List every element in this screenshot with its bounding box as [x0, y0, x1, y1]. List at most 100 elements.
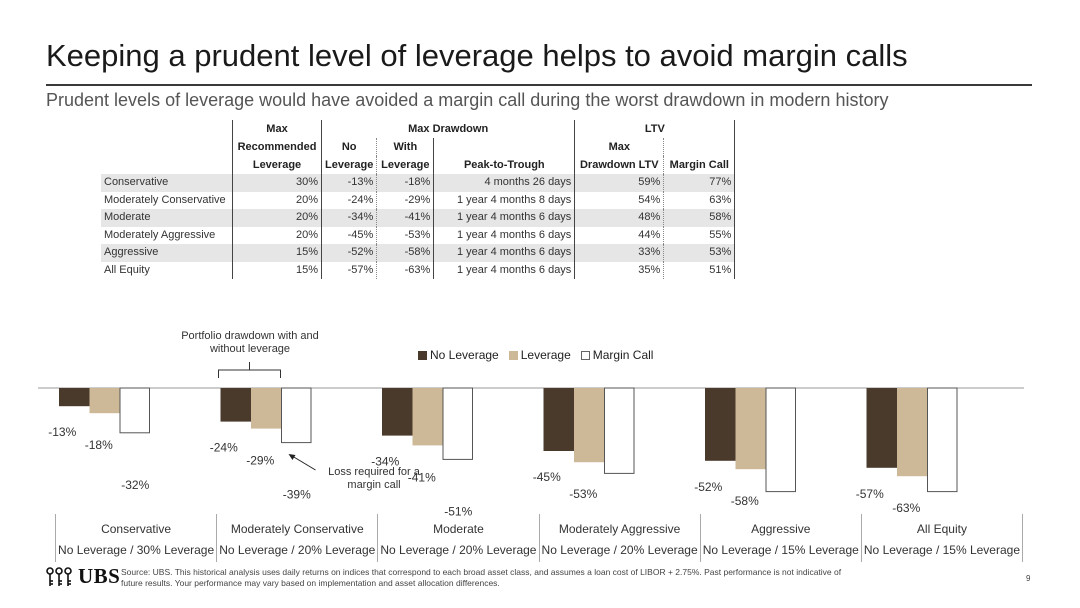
data-label: -29% — [246, 454, 274, 468]
bar-leverage — [412, 388, 443, 446]
bar-leverage — [735, 388, 766, 470]
table-cell: 20% — [232, 191, 322, 209]
category-column: Moderately Aggressive No Leverage / 20% … — [538, 514, 700, 562]
table-cell: -13% — [321, 174, 378, 192]
bar-leverage — [89, 388, 120, 414]
table-cell: 1 year 4 months 6 days — [433, 261, 576, 279]
category-column: Aggressive No Leverage / 15% Leverage — [699, 514, 861, 562]
table-cell: 55% — [663, 226, 736, 244]
category-name: Moderately Conservative — [230, 522, 364, 536]
data-label: -24% — [210, 441, 238, 455]
keys-icon — [46, 566, 72, 586]
data-label: -34% — [371, 455, 399, 469]
data-label: -13% — [48, 425, 76, 439]
table-cell: 1 year 4 months 6 days — [433, 244, 576, 262]
table-header-row-3: Leverage Leverage Leverage Peak-to-Troug… — [101, 156, 736, 174]
category-column: All Equity No Leverage / 15% Leverage — [860, 514, 1024, 562]
drawdown-bar-chart: -13% -18% -32% -24% -29% -39% -34% -41% -51% -45%… — [38, 362, 1024, 520]
data-label: -57% — [856, 487, 884, 501]
table-cell: -34% — [321, 209, 378, 227]
category-column: Moderately Conservative No Leverage / 20… — [216, 514, 377, 562]
arrow-head — [288, 454, 296, 460]
table-cell: All Equity — [104, 263, 150, 276]
table-cell: 30% — [232, 174, 322, 192]
page-subtitle: Prudent levels of leverage would have av… — [46, 90, 889, 110]
table-cell: 63% — [663, 191, 736, 209]
bar-margin-call — [281, 387, 312, 444]
data-label: -58% — [731, 494, 759, 508]
header-recommended: Recommended — [232, 138, 322, 156]
table-row: Moderately Conservative 20% -24% -29% 1 … — [101, 191, 736, 209]
data-label: -39% — [283, 488, 311, 502]
table-cell: -57% — [321, 261, 378, 279]
table-cell: 33% — [574, 244, 665, 262]
table-cell: 20% — [232, 226, 322, 244]
table-cell: Conservative — [101, 174, 233, 192]
column-header: Margin Call — [663, 156, 736, 174]
table-cell: -41% — [376, 209, 435, 227]
category-sublabel: No Leverage / 15% Leverage — [702, 543, 859, 557]
table-cell: 1 year 4 months 6 days — [433, 209, 576, 227]
legend-label: Margin Call — [592, 348, 654, 362]
leverage-table: Max Max Drawdown LTV Recommended No With… — [101, 120, 736, 279]
data-label: -53% — [569, 487, 597, 501]
source-line: Source: UBS. This historical analysis us… — [121, 567, 842, 577]
data-label: -18% — [85, 438, 113, 452]
data-label: -41% — [408, 470, 436, 484]
legend-label: No Leverage — [430, 348, 499, 362]
table-cell: -63% — [376, 261, 435, 279]
category-sublabel: No Leverage / 20% Leverage — [541, 543, 698, 557]
annotation-bracket — [218, 369, 281, 378]
table-cell: Moderately Aggressive — [104, 228, 216, 241]
bar-no-leverage — [382, 388, 413, 436]
table-cell: 54% — [574, 191, 665, 209]
table-cell: Moderate — [101, 209, 233, 227]
source-note: Source: UBS. This historical analysis us… — [121, 567, 981, 589]
header-max: Max — [232, 120, 322, 138]
logo-text: UBS — [78, 564, 121, 588]
legend-swatch-no-leverage — [418, 350, 427, 360]
bar-leverage — [251, 388, 282, 429]
category-name: All Equity — [916, 522, 967, 536]
table-row: Conservative 30% -13% -18% 4 months 26 d… — [101, 174, 736, 192]
table-cell: 59% — [574, 174, 665, 192]
category-sublabel: No Leverage / 30% Leverage — [58, 543, 215, 557]
legend-item-margin-call: Margin Call — [580, 348, 654, 362]
category-column: Moderate No Leverage / 20% Leverage — [377, 514, 538, 562]
table-cell: 77% — [663, 174, 736, 192]
table-row: All Equity 15% -57% -63% 1 year 4 months… — [101, 261, 736, 279]
bar-no-leverage — [543, 388, 574, 451]
category-name: Conservative — [101, 522, 172, 536]
legend-swatch-margin-call — [580, 350, 590, 360]
table-row: Moderate 20% -34% -41% 1 year 4 months 6… — [101, 209, 736, 227]
category-sublabel: No Leverage / 20% Leverage — [380, 543, 537, 557]
category-sublabel: No Leverage / 20% Leverage — [219, 543, 376, 557]
table-cell: -18% — [376, 174, 435, 192]
page-title: Keeping a prudent level of leverage help… — [46, 38, 908, 73]
column-header: Leverage — [376, 156, 435, 174]
data-label: -45% — [533, 470, 561, 484]
table-cell: Moderately Conservative — [104, 193, 226, 206]
table-cell: -58% — [376, 244, 435, 262]
column-header: Peak-to-Trough — [433, 156, 576, 174]
header-with: With — [376, 138, 435, 156]
table-cell: 58% — [663, 209, 736, 227]
portfolio-drawdown-annotation: Portfolio drawdown with and without leve… — [181, 330, 319, 355]
bar-margin-call — [927, 387, 958, 493]
bar-margin-call — [765, 387, 796, 493]
header-blank — [101, 138, 233, 156]
table-cell: -24% — [321, 191, 378, 209]
table-cell: Aggressive — [101, 244, 233, 262]
table-cell: 48% — [574, 209, 665, 227]
table-row: Moderately Aggressive 20% -45% -53% 1 ye… — [101, 226, 736, 244]
legend-label: Leverage — [520, 348, 571, 362]
source-line: future results. Your performance may var… — [121, 578, 500, 588]
column-header — [101, 156, 233, 174]
table-cell: -53% — [376, 226, 435, 244]
table-cell: 1 year 4 months 8 days — [433, 191, 576, 209]
bar-no-leverage — [866, 388, 897, 468]
category-sublabel: No Leverage / 15% Leverage — [863, 543, 1020, 557]
bar-no-leverage — [705, 388, 736, 461]
table-cell: 53% — [663, 244, 736, 262]
table-header-row-2: Recommended No With Max — [101, 138, 736, 156]
